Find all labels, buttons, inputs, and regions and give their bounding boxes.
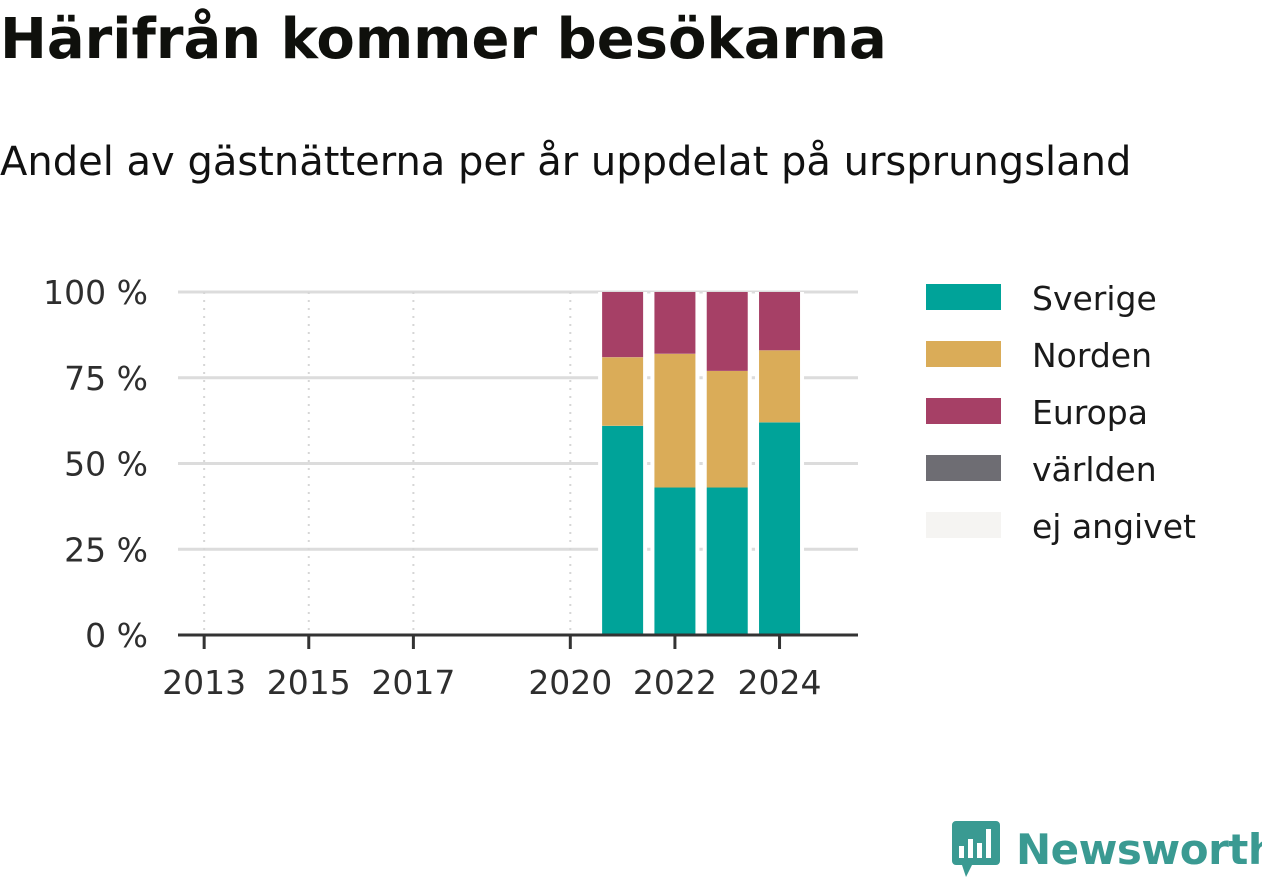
bar-segment — [706, 370, 748, 488]
y-tick-label: 100 % — [43, 273, 148, 312]
y-tick-label: 0 % — [85, 616, 148, 655]
x-tick-label: 2020 — [528, 663, 612, 702]
bar-segment — [602, 425, 644, 635]
x-axis — [178, 633, 858, 649]
y-tick-label: 25 % — [64, 530, 148, 569]
legend-swatch — [926, 284, 1001, 310]
bar-segment — [602, 357, 644, 426]
bar-segment — [654, 487, 696, 635]
legend-label: Europa — [1032, 393, 1148, 432]
x-axis-labels: 2013 2015 2017 2020 2022 2024 — [162, 663, 821, 702]
legend-label: Sverige — [1032, 279, 1157, 318]
bars — [598, 292, 805, 635]
x-tick-label: 2022 — [633, 663, 717, 702]
bar-segment — [759, 422, 801, 635]
bar-segment — [654, 292, 696, 354]
bar-segment — [654, 353, 696, 488]
x-tick-label: 2024 — [738, 663, 822, 702]
x-tick-label: 2013 — [162, 663, 246, 702]
x-tick-label: 2017 — [371, 663, 455, 702]
logo-text: Newsworthy — [1016, 824, 1262, 874]
legend-label: Norden — [1032, 336, 1152, 375]
legend-swatch — [926, 398, 1001, 424]
bar-segment — [706, 292, 748, 371]
legend-swatch — [926, 455, 1001, 481]
legend-label: ej angivet — [1032, 507, 1196, 546]
y-tick-label: 50 % — [64, 445, 148, 484]
bar-segment — [759, 350, 801, 423]
chart-subtitle: Andel av gästnätterna per år uppdelat på… — [0, 139, 1132, 185]
bar-segment — [602, 292, 644, 358]
bar-segment — [759, 292, 801, 351]
legend-label: världen — [1032, 450, 1157, 489]
newsworthy-logo: Newsworthy — [950, 818, 1262, 880]
legend: Sverige Norden Europa världen ej angivet — [926, 279, 1196, 546]
bar-segment — [706, 487, 748, 635]
legend-swatch — [926, 512, 1001, 538]
y-tick-label: 75 % — [64, 359, 148, 398]
y-axis-labels: 0 % 25 % 50 % 75 % 100 % — [43, 273, 148, 655]
bar-chart-icon — [952, 821, 1000, 877]
chart-title: Härifrån kommer besökarna — [0, 7, 887, 72]
legend-swatch — [926, 341, 1001, 367]
x-tick-label: 2015 — [267, 663, 351, 702]
